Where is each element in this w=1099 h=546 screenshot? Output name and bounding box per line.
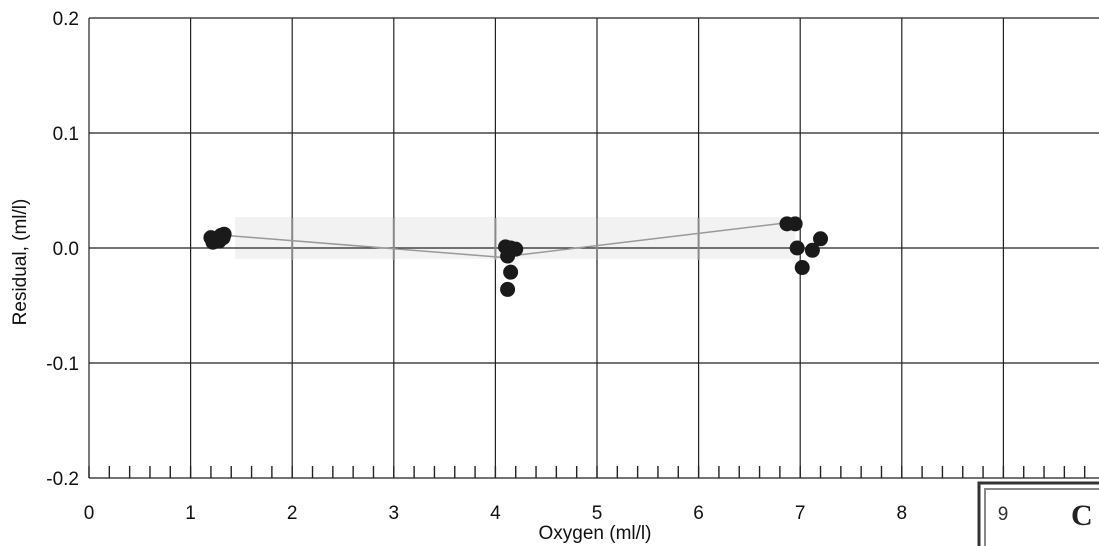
y-tick-label: 0.2 — [53, 9, 79, 30]
x-tick-label: 0 — [84, 503, 95, 524]
data-point — [500, 281, 516, 297]
zero-line-marks — [291, 218, 700, 260]
x-tick-label: 1 — [185, 503, 196, 524]
y-tick-label: 0.1 — [53, 124, 79, 145]
x-tick-label: 7 — [795, 503, 806, 524]
x-tick-label: 4 — [490, 503, 501, 524]
stamp-digit: 9 — [998, 504, 1009, 525]
data-point — [794, 260, 810, 276]
data-point — [804, 242, 820, 258]
data-point — [789, 240, 805, 256]
x-tick-label: 5 — [592, 503, 603, 524]
x-tick-labels: 0 1 2 3 4 5 6 7 8 — [84, 503, 907, 524]
stamp-letter: C — [1071, 499, 1093, 532]
x-tick-label: 6 — [693, 503, 704, 524]
data-point — [215, 230, 231, 246]
data-points — [203, 216, 829, 297]
stamp-box — [977, 481, 1099, 546]
data-point — [500, 248, 516, 264]
y-tick-label: -0.2 — [46, 469, 79, 490]
x-axis-title: Oxygen (ml/l) — [539, 523, 652, 544]
y-axis-title: Residual, (ml/l) — [10, 199, 31, 326]
y-tick-label: 0.0 — [53, 239, 79, 260]
data-point — [813, 231, 829, 247]
x-tick-label: 3 — [389, 503, 400, 524]
y-tick-labels: 0.2 0.1 0.0 -0.1 -0.2 — [46, 9, 79, 490]
corner-stamp: 9 C — [977, 481, 1099, 546]
y-tick-label: -0.1 — [46, 354, 79, 375]
data-point — [787, 216, 803, 232]
stamp-inner-box — [984, 488, 1099, 546]
data-point — [503, 264, 519, 280]
x-tick-label: 8 — [897, 503, 908, 524]
minor-ticks — [88, 466, 1086, 478]
x-tick-label: 2 — [287, 503, 298, 524]
